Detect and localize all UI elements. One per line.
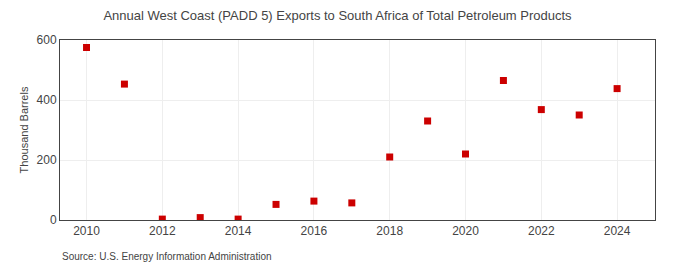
svg-text:Annual West Coast (PADD 5) Exp: Annual West Coast (PADD 5) Exports to So… xyxy=(103,8,572,23)
svg-text:2012: 2012 xyxy=(149,224,176,238)
svg-text:2014: 2014 xyxy=(225,224,252,238)
svg-text:400: 400 xyxy=(37,93,57,107)
svg-text:0: 0 xyxy=(50,213,57,227)
svg-text:Thousand Barrels: Thousand Barrels xyxy=(18,86,30,173)
svg-text:2016: 2016 xyxy=(301,224,328,238)
svg-text:2024: 2024 xyxy=(604,224,631,238)
svg-text:2010: 2010 xyxy=(73,224,100,238)
svg-text:600: 600 xyxy=(37,33,57,47)
svg-text:2022: 2022 xyxy=(528,224,555,238)
svg-text:200: 200 xyxy=(37,153,57,167)
svg-text:2018: 2018 xyxy=(376,224,403,238)
svg-text:Source: U.S. Energy Informatio: Source: U.S. Energy Information Administ… xyxy=(62,251,272,262)
svg-text:2020: 2020 xyxy=(452,224,479,238)
